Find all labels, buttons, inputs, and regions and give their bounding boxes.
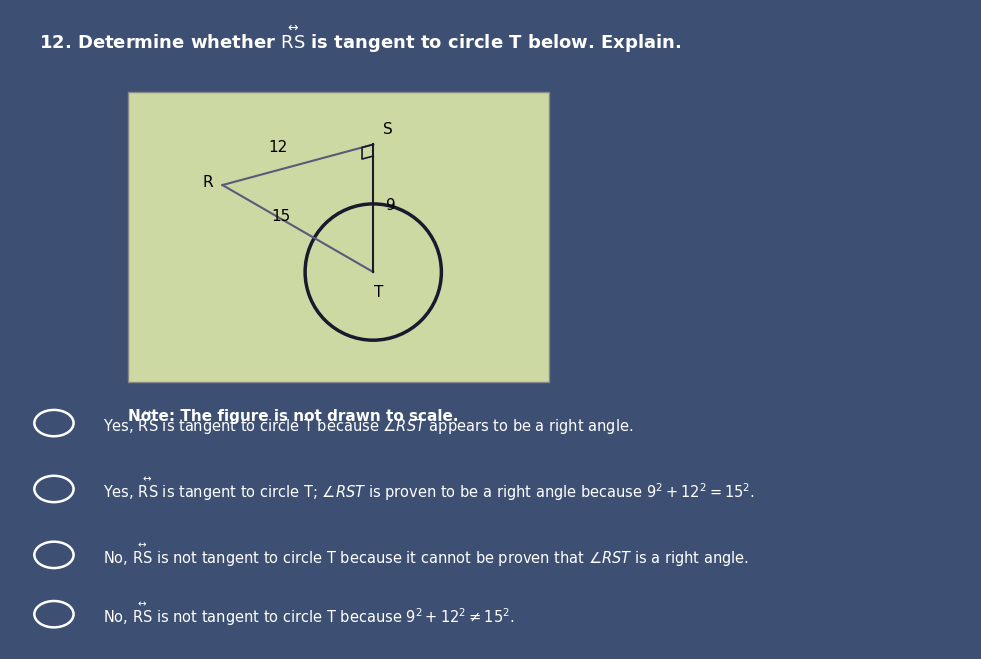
Text: S: S — [383, 123, 392, 138]
Text: No, $\overset{\leftrightarrow}{\mathrm{RS}}$ is not tangent to circle T because : No, $\overset{\leftrightarrow}{\mathrm{R… — [103, 600, 515, 628]
Text: 12: 12 — [268, 140, 287, 155]
Text: T: T — [375, 285, 384, 300]
Text: R: R — [203, 175, 213, 190]
Text: No, $\overset{\leftrightarrow}{\mathrm{RS}}$ is not tangent to circle T because : No, $\overset{\leftrightarrow}{\mathrm{R… — [103, 541, 749, 569]
Bar — [128, 92, 549, 382]
Text: 15: 15 — [271, 210, 290, 225]
Text: Yes, $\overset{\leftrightarrow}{\mathrm{RS}}$ is tangent to circle T because $\a: Yes, $\overset{\leftrightarrow}{\mathrm{… — [103, 409, 634, 437]
Text: Note: The figure is not drawn to scale.: Note: The figure is not drawn to scale. — [128, 409, 458, 424]
Text: 9: 9 — [386, 198, 395, 213]
Text: Yes, $\overset{\leftrightarrow}{\mathrm{RS}}$ is tangent to circle T; $\angle RS: Yes, $\overset{\leftrightarrow}{\mathrm{… — [103, 475, 755, 503]
Text: 12. Determine whether $\overset{\leftrightarrow}{\mathrm{RS}}$ is tangent to cir: 12. Determine whether $\overset{\leftrig… — [39, 23, 682, 55]
